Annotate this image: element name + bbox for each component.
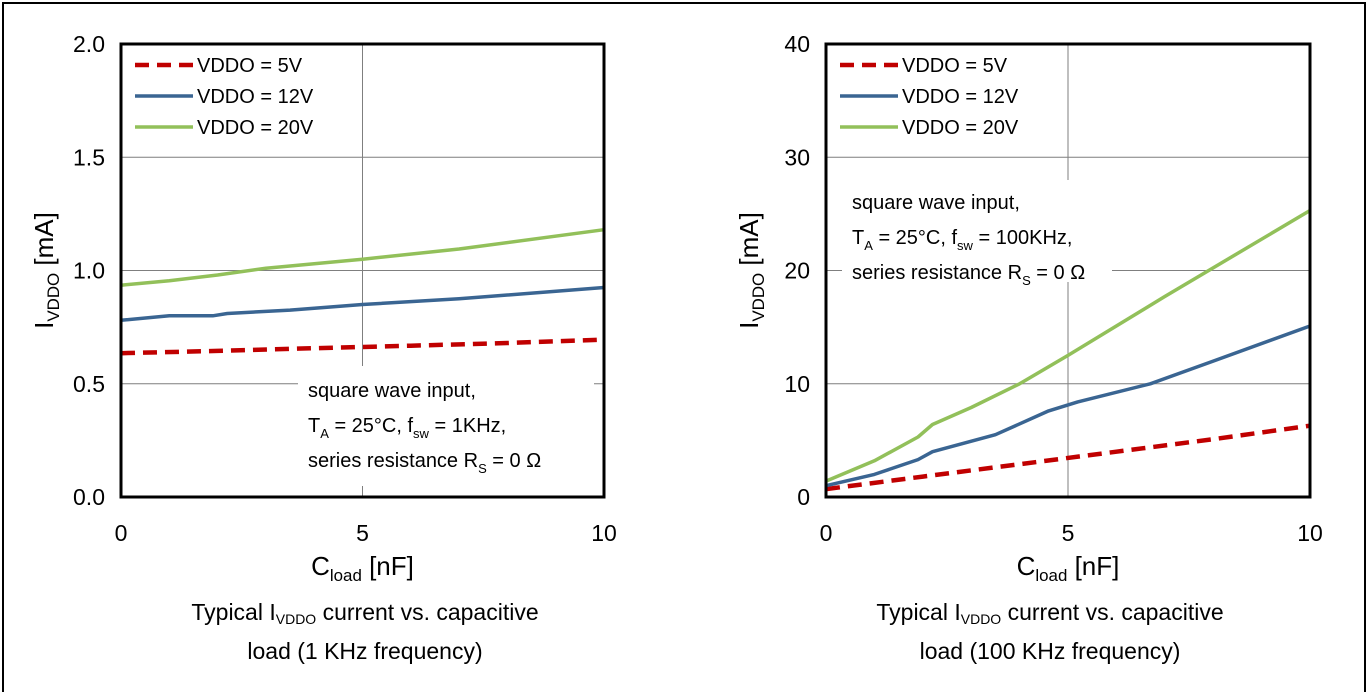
y-tick-label: 2.0 [73,31,105,57]
series-line-3 [825,208,1311,483]
y-tick-label: 40 [784,31,810,57]
legend-label-1: VDDO = 5V [197,55,303,77]
annotation-line: TA = 25°C, fsw = 100KHz, [852,227,1072,253]
annotation-box [298,366,594,486]
x-tick-label: 10 [591,520,617,546]
caption-line-2: load (1 KHz frequency) [247,638,483,664]
plot-area-border [119,42,606,499]
legend-label-1: VDDO = 5V [902,55,1008,77]
y-tick-label: 30 [784,144,810,170]
y-tick-label: 10 [784,371,810,397]
plot-area-border [824,42,1312,499]
chart-1: square wave input, TA = 25°C, fsw = 1KHz,… [29,31,617,585]
annotation-line: TA = 25°C, fsw = 1KHz, [308,415,506,441]
y-tick-label: 1.5 [73,144,105,170]
x-axis-title: Cload [nF] [1017,551,1120,585]
y-axis-title-group: IVDDO [mA] [734,212,768,329]
x-axis-title: Cload [nF] [311,551,414,585]
annotation-line: series resistance RS = 0 Ω [852,262,1085,288]
y-tick-label: 1.0 [73,258,105,284]
caption-line-1: Typical IVDDO current vs. capacitive [876,599,1224,627]
y-axis-title: IVDDO [mA] [29,212,63,329]
series-line-3 [120,227,605,287]
legend-label-2: VDDO = 12V [197,86,314,108]
series-line-2 [120,285,605,323]
annotation-line: square wave input, [852,192,1020,214]
x-tick-label: 5 [356,520,369,546]
y-tick-label: 0.0 [73,484,105,510]
legend-label-3: VDDO = 20V [197,117,314,139]
annotation-line: square wave input, [308,380,476,402]
x-tick-label: 5 [1062,520,1075,546]
annotation-box [842,180,1112,282]
y-tick-label: 20 [784,258,810,284]
x-tick-label: 0 [115,520,128,546]
x-tick-label: 10 [1297,520,1323,546]
legend-label-3: VDDO = 20V [902,117,1019,139]
series-line-1 [120,337,605,356]
x-tick-label: 0 [820,520,833,546]
y-tick-label: 0 [797,484,810,510]
y-axis-title-group: IVDDO [mA] [29,212,63,329]
series-line-2 [825,324,1311,488]
caption-line-2: load (100 KHz frequency) [919,638,1181,664]
annotation-line: series resistance RS = 0 Ω [308,450,541,476]
y-tick-label: 0.5 [73,371,105,397]
chart-1-caption: Typical IVDDO current vs. capacitive load… [60,596,670,667]
y-axis-title: IVDDO [mA] [734,212,768,329]
chart-2: square wave input, TA = 25°C, fsw = 100KH… [734,31,1323,585]
legend-label-2: VDDO = 12V [902,86,1019,108]
series-line-1 [825,423,1311,492]
chart-2-caption: Typical IVDDO current vs. capacitive load… [740,596,1360,667]
caption-line-1: Typical IVDDO current vs. capacitive [191,599,539,627]
